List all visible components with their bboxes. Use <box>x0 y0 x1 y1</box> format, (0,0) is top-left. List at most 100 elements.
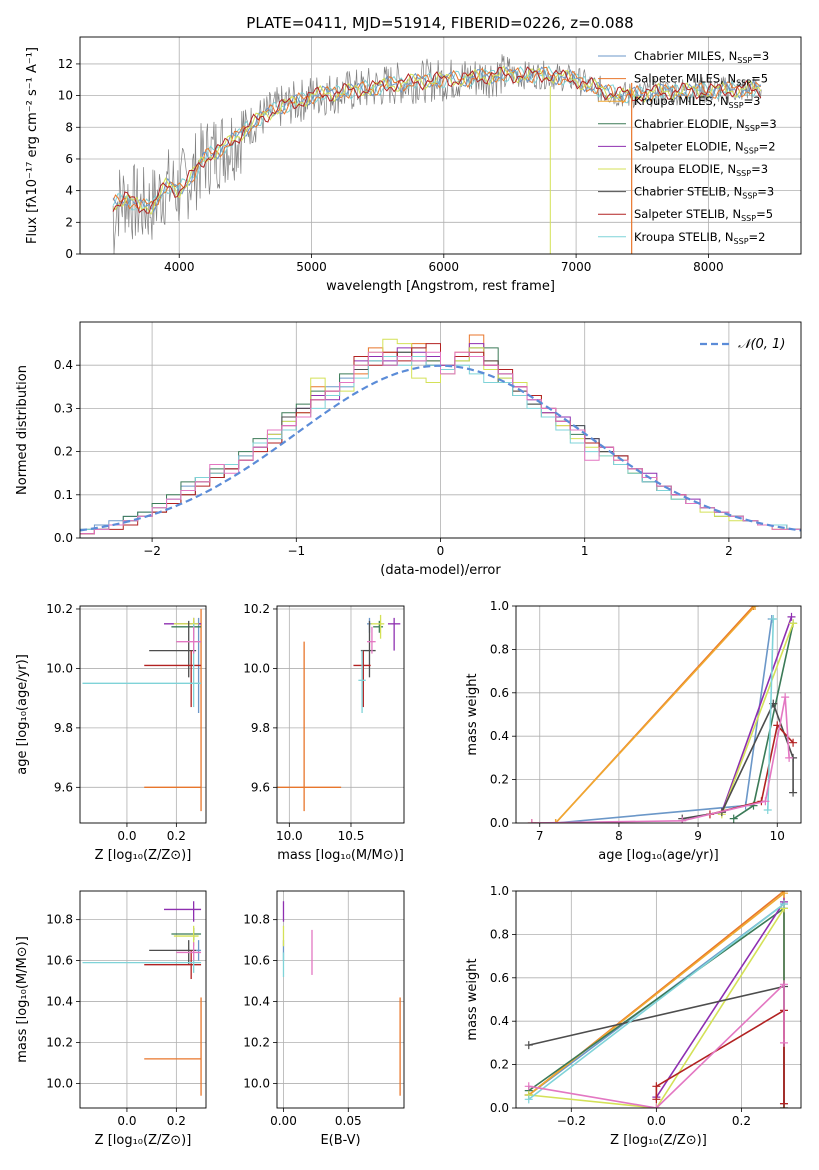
legend-entry: Kroupa STELIB, NSSP=2 <box>634 230 765 246</box>
legend-entry: 𝒩(0, 1) <box>738 337 785 352</box>
mass_vs_Z-marks <box>82 901 202 1096</box>
plus-marker <box>551 819 560 823</box>
y-tick-label: 1.0 <box>490 884 509 898</box>
legend-text: =3 <box>760 117 777 131</box>
y-axis-label: Normed distribution <box>15 365 30 495</box>
y-tick-label: 10.4 <box>243 995 270 1009</box>
y-tick-label: 0 <box>65 247 73 261</box>
x-tick-label: 0.0 <box>117 1114 136 1128</box>
x-axis-label: Z [log₁₀(Z/Z⊙)] <box>95 848 192 863</box>
y-tick-label: 10.8 <box>46 913 73 927</box>
y-tick-label: 0.8 <box>490 642 509 656</box>
y-axis-label: mass [log₁₀(M/M⊙)] <box>15 936 30 1063</box>
x-tick-label: 10.0 <box>276 829 303 843</box>
y-tick-label: 9.8 <box>251 721 270 735</box>
massweight_vs_age-frame <box>515 605 802 824</box>
legend-subscript: SSP <box>736 169 751 178</box>
mass-weight-line <box>531 696 790 823</box>
y-tick-label: 10.0 <box>46 1076 73 1090</box>
histogram-step <box>80 356 801 538</box>
model-spectrum-line <box>112 66 762 210</box>
normal-curve <box>80 364 801 532</box>
y-tick-label: 4 <box>65 184 73 198</box>
legend-entry: Kroupa MILES, NSSP=3 <box>634 94 760 110</box>
plus-marker <box>524 1095 533 1104</box>
y-tick-label: 0.1 <box>54 488 73 502</box>
legend-entry: Kroupa ELODIE, NSSP=3 <box>634 162 768 178</box>
age_vs_mass-grid <box>277 606 404 823</box>
age_vs_Z-marks <box>82 608 202 812</box>
y-tick-label: 10.2 <box>46 602 73 616</box>
x-axis-label: E(B-V) <box>320 1133 360 1148</box>
mass-weight-line <box>655 901 785 1098</box>
mass-weight-line <box>528 907 785 1108</box>
spectrum-frame <box>79 36 802 255</box>
legend-text: =3 <box>744 94 761 108</box>
y-tick-label: 9.8 <box>54 721 73 735</box>
y-tick-label: 0.2 <box>490 1058 509 1072</box>
figure-title: PLATE=0411, MJD=51914, FIBERID=0226, z=0… <box>246 14 633 32</box>
plus-marker <box>779 1099 788 1108</box>
model-spectrum-line <box>112 66 762 214</box>
y-axis-label: age [log₁₀(age/yr)] <box>15 654 30 775</box>
x-tick-label: 2 <box>725 544 733 558</box>
legend-text: =2 <box>759 139 776 153</box>
residuals-axes: −2 −1 0 1 2 0.0 0.1 0.2 0.3 0.4 (data-model)/error… <box>15 321 802 578</box>
x-tick-label: 7 <box>536 829 544 843</box>
spectrum-marks <box>112 54 762 254</box>
mass_vs_EBV-axes: 0.00 0.05 10.0 10.2 10.4 10.6 10.8 E(B-V) <box>243 890 405 1148</box>
plus-marker <box>787 612 796 621</box>
y-tick-label: 10.6 <box>46 954 73 968</box>
x-tick-label: 7000 <box>561 260 592 274</box>
residuals-frame <box>79 321 802 539</box>
plus-marker <box>652 1095 661 1104</box>
y-tick-label: 0.0 <box>54 531 73 545</box>
y-tick-label: 0.2 <box>490 773 509 787</box>
y-axis-label: mass weight <box>465 958 480 1040</box>
y-tick-label: 10.2 <box>243 1035 270 1049</box>
y-tick-label: 0.4 <box>54 358 73 372</box>
y-tick-label: 0.4 <box>490 1014 509 1028</box>
age_vs_mass-marks <box>277 614 401 812</box>
legend-text: Kroupa STELIB, N <box>634 230 734 244</box>
mass-weight-line <box>767 618 775 811</box>
x-tick-label: 0.0 <box>117 829 136 843</box>
x-axis-label: wavelength [Angstrom, rest frame] <box>326 279 555 294</box>
plus-marker <box>729 814 738 823</box>
legend-text: =3 <box>757 185 774 199</box>
x-tick-label: 10.5 <box>338 829 365 843</box>
y-tick-label: 0.4 <box>490 729 509 743</box>
observed-spectrum-line <box>112 54 762 254</box>
y-tick-label: 0.0 <box>490 1101 509 1115</box>
y-tick-label: 10.8 <box>243 913 270 927</box>
y-tick-label: 0.0 <box>490 816 509 830</box>
legend-text: Kroupa MILES, N <box>634 94 729 108</box>
legend-text: =3 <box>752 49 769 63</box>
y-tick-label: 1.0 <box>490 599 509 613</box>
legend-entry: Chabrier ELODIE, NSSP=3 <box>634 117 777 133</box>
x-tick-label: 0.0 <box>647 1114 666 1128</box>
y-tick-label: 0.2 <box>54 445 73 459</box>
x-tick-label: −2 <box>143 544 161 558</box>
plus-marker <box>779 980 788 989</box>
plus-marker <box>789 788 798 797</box>
legend-text: Chabrier STELIB, N <box>634 185 742 199</box>
plot-layer: 4000 5000 6000 7000 8000024681012wavelength … <box>15 36 802 1148</box>
x-axis-label: Z [log₁₀(Z/Z⊙)] <box>95 1133 192 1148</box>
age_vs_mass-frame <box>276 605 405 824</box>
y-tick-label: 10.2 <box>46 1035 73 1049</box>
plus-marker <box>652 1082 661 1091</box>
legend-text: =2 <box>749 230 766 244</box>
y-tick-label: 9.6 <box>251 780 270 794</box>
legend-subscript: SSP <box>736 79 751 88</box>
plus-marker <box>678 816 687 823</box>
y-tick-label: 0.8 <box>490 927 509 941</box>
legend-subscript: SSP <box>734 237 749 246</box>
plus-marker <box>779 891 788 898</box>
y-axis-label: Flux [fλ10⁻¹⁷ erg cm⁻² s⁻¹ A⁻¹] <box>25 47 40 244</box>
massweight_vs_age-marks <box>527 606 798 823</box>
plus-marker <box>785 753 794 762</box>
legend-text: =5 <box>751 72 768 86</box>
mass_vs_Z-grid <box>80 891 206 1108</box>
